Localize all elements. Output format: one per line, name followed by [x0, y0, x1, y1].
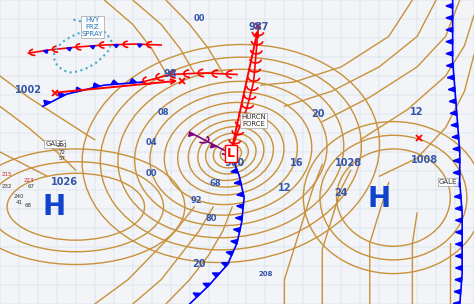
Polygon shape — [234, 180, 241, 185]
Polygon shape — [137, 44, 142, 47]
Text: 960: 960 — [225, 158, 245, 168]
Polygon shape — [449, 99, 456, 104]
Polygon shape — [237, 204, 244, 209]
Polygon shape — [448, 87, 455, 92]
Polygon shape — [454, 194, 461, 199]
Text: HVY
FRZ
SPRAY: HVY FRZ SPRAY — [82, 17, 103, 37]
Text: L: L — [227, 147, 235, 160]
Polygon shape — [453, 170, 460, 175]
Polygon shape — [189, 132, 194, 136]
Text: 12: 12 — [278, 184, 291, 193]
Polygon shape — [233, 228, 240, 232]
Polygon shape — [446, 16, 453, 20]
Polygon shape — [447, 75, 454, 80]
Polygon shape — [446, 27, 453, 32]
Text: 208: 208 — [258, 271, 273, 277]
Polygon shape — [114, 45, 118, 48]
Text: 00: 00 — [193, 14, 205, 23]
Text: GALE: GALE — [46, 141, 64, 147]
Text: 16: 16 — [290, 158, 303, 168]
Polygon shape — [93, 83, 100, 88]
Text: 41: 41 — [16, 200, 22, 205]
Polygon shape — [67, 48, 72, 51]
Polygon shape — [456, 266, 462, 270]
Polygon shape — [129, 79, 137, 83]
Polygon shape — [221, 263, 229, 267]
Text: 1008: 1008 — [410, 155, 438, 164]
Text: 24: 24 — [335, 188, 348, 198]
Polygon shape — [203, 283, 210, 288]
Polygon shape — [446, 40, 453, 44]
Polygon shape — [455, 206, 462, 211]
Text: 98: 98 — [164, 70, 177, 79]
Text: 67: 67 — [27, 185, 34, 189]
Text: 68: 68 — [25, 203, 32, 208]
Polygon shape — [453, 182, 460, 187]
Text: 92: 92 — [191, 196, 202, 205]
Polygon shape — [111, 80, 118, 85]
Text: 232: 232 — [2, 185, 12, 189]
Polygon shape — [456, 218, 462, 223]
Text: 20: 20 — [311, 109, 324, 119]
Polygon shape — [212, 273, 220, 277]
Text: 1028: 1028 — [335, 158, 362, 168]
Polygon shape — [451, 123, 458, 127]
Polygon shape — [58, 93, 65, 98]
Polygon shape — [455, 278, 462, 282]
Polygon shape — [231, 240, 238, 244]
Text: 200: 200 — [56, 143, 67, 148]
Text: 1002: 1002 — [15, 85, 42, 95]
Polygon shape — [450, 111, 457, 116]
Text: 240: 240 — [14, 194, 24, 199]
Polygon shape — [237, 192, 244, 197]
Text: 08: 08 — [158, 108, 169, 117]
Polygon shape — [453, 147, 460, 151]
Text: 80: 80 — [205, 214, 217, 223]
Polygon shape — [90, 46, 95, 49]
Polygon shape — [456, 242, 462, 247]
Text: 04: 04 — [146, 138, 157, 147]
Polygon shape — [447, 63, 453, 68]
Polygon shape — [44, 100, 51, 105]
Polygon shape — [193, 293, 201, 297]
Text: GALE: GALE — [439, 179, 457, 185]
Text: 68: 68 — [210, 179, 221, 188]
Text: 20: 20 — [192, 260, 206, 269]
Text: 12: 12 — [410, 108, 424, 117]
Text: 215: 215 — [2, 172, 12, 177]
Polygon shape — [227, 157, 234, 162]
Text: 57: 57 — [58, 156, 65, 161]
Text: 987: 987 — [248, 22, 268, 32]
Text: 72: 72 — [58, 150, 65, 154]
Polygon shape — [453, 158, 460, 163]
Polygon shape — [231, 169, 238, 173]
Text: 00: 00 — [146, 169, 157, 178]
Polygon shape — [236, 216, 242, 220]
Polygon shape — [452, 135, 459, 139]
Polygon shape — [456, 254, 462, 258]
Polygon shape — [76, 87, 82, 92]
Polygon shape — [210, 144, 216, 148]
Text: H: H — [368, 185, 391, 213]
Polygon shape — [456, 230, 462, 235]
Text: 223: 223 — [23, 178, 34, 183]
Text: HURCN
FORCE: HURCN FORCE — [241, 114, 266, 126]
Polygon shape — [44, 50, 48, 54]
Polygon shape — [454, 289, 461, 294]
Text: H: H — [43, 193, 66, 221]
Polygon shape — [446, 4, 453, 8]
Text: 1026: 1026 — [51, 178, 77, 187]
Polygon shape — [226, 251, 234, 256]
Polygon shape — [453, 301, 460, 304]
Polygon shape — [446, 51, 453, 56]
